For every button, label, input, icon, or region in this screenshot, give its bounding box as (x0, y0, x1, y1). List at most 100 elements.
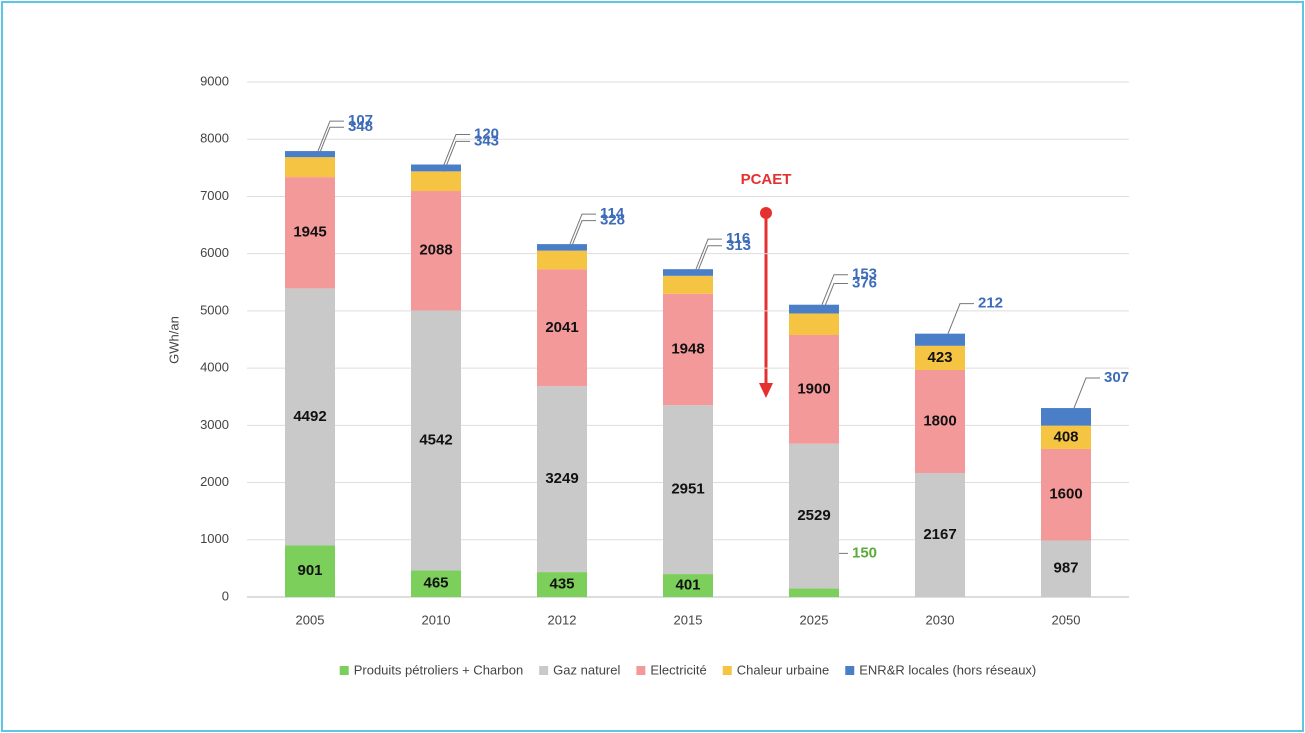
bar-segment (789, 443, 839, 589)
leader-line (821, 282, 848, 314)
legend-swatch (722, 666, 732, 675)
data-label: 116 (726, 230, 750, 247)
y-tick-label: 3000 (200, 417, 229, 432)
data-label: 313 (726, 237, 751, 254)
annotation: PCAET (741, 171, 792, 188)
bar-segment (411, 164, 461, 172)
bar-segment (285, 288, 335, 546)
data-label: 153 (852, 266, 877, 283)
bar-segment (285, 177, 335, 289)
data-label: 4492 (293, 408, 326, 425)
data-label: 2041 (545, 319, 578, 336)
data-label: 987 (1053, 560, 1078, 577)
bar-segment (663, 574, 713, 597)
data-label: 328 (600, 212, 625, 229)
bar-segment (411, 570, 461, 597)
data-label: 343 (474, 132, 499, 149)
bar-segment (915, 472, 965, 597)
bar-segment (789, 334, 839, 444)
leader-line (569, 220, 596, 251)
data-label: 423 (927, 349, 952, 366)
data-label: 114 (600, 205, 625, 222)
legend-label: Gaz naturel (553, 662, 620, 677)
bar-segment (285, 157, 335, 178)
bar-segment (285, 151, 335, 158)
bar-segment (1041, 408, 1091, 426)
bar-segment (915, 333, 965, 346)
leader-line (695, 238, 722, 270)
y-axis-label: GWh/an (166, 316, 181, 364)
data-label: 408 (1053, 428, 1078, 445)
y-tick-label: 5000 (200, 302, 229, 317)
data-label: 2088 (419, 242, 452, 259)
legend-swatch (845, 666, 855, 675)
data-label: 2167 (923, 526, 956, 543)
leader-line (443, 134, 470, 165)
y-tick-label: 2000 (200, 474, 229, 489)
data-label: 376 (852, 274, 877, 291)
data-label: 435 (549, 576, 574, 593)
data-label: 2951 (671, 481, 704, 498)
legend-label: Produits pétroliers + Charbon (354, 662, 523, 677)
legend-label: Electricité (650, 662, 706, 677)
legend-label: ENR&R locales (hors réseaux) (859, 662, 1036, 677)
data-label: 348 (348, 118, 373, 135)
data-label: 1600 (1049, 486, 1082, 503)
data-label: 3249 (545, 470, 578, 487)
data-label: 1948 (671, 340, 704, 357)
bar-segment (663, 275, 713, 294)
leader-line (443, 140, 470, 172)
y-tick-label: 9000 (200, 73, 229, 88)
x-tick-label: 2010 (422, 612, 451, 627)
x-tick-label: 2015 (674, 612, 703, 627)
data-label: 1800 (923, 412, 956, 429)
data-label: 1900 (797, 380, 830, 397)
y-tick-label: 0 (222, 588, 229, 603)
leader-line (569, 213, 596, 245)
y-tick-label: 8000 (200, 131, 229, 146)
legend-swatch (339, 666, 349, 675)
bar-segment (663, 405, 713, 575)
legend-swatch (636, 666, 646, 675)
data-label: 401 (675, 576, 700, 593)
y-tick-label: 7000 (200, 188, 229, 203)
data-label: 120 (474, 125, 499, 142)
x-tick-label: 2050 (1052, 612, 1081, 627)
bar-segment (537, 250, 587, 270)
x-tick-label: 2030 (926, 612, 955, 627)
bar-segment (915, 345, 965, 370)
x-tick-label: 2012 (548, 612, 577, 627)
legend-label: Chaleur urbaine (737, 662, 830, 677)
leader-line (821, 274, 848, 305)
bar-segment (1041, 425, 1091, 449)
bar-segment (1041, 448, 1091, 541)
bar-segment (915, 369, 965, 473)
data-label: 901 (297, 562, 322, 579)
data-label: 307 (1104, 369, 1129, 386)
bar-segment (789, 588, 839, 597)
data-label: 212 (978, 295, 1003, 312)
bar-segment (411, 171, 461, 192)
data-label: 1945 (293, 224, 326, 241)
annotation-arrow (759, 207, 773, 398)
bar-segment (285, 545, 335, 597)
x-tick-label: 2005 (296, 612, 325, 627)
x-tick-label: 2025 (800, 612, 829, 627)
data-label: 107 (348, 112, 373, 129)
leader-line (1073, 377, 1100, 409)
bar-segment (663, 293, 713, 406)
leader-line (317, 126, 344, 158)
bar-segment (537, 269, 587, 387)
bar-segment (537, 572, 587, 597)
bar-segment (537, 386, 587, 573)
bar-segment (789, 304, 839, 314)
data-label: 2529 (797, 507, 830, 524)
leader-line (695, 245, 722, 276)
data-label: 465 (423, 575, 448, 592)
leader-line (947, 303, 974, 334)
leader-line (317, 120, 344, 152)
y-tick-label: 6000 (200, 245, 229, 260)
y-tick-label: 1000 (200, 531, 229, 546)
